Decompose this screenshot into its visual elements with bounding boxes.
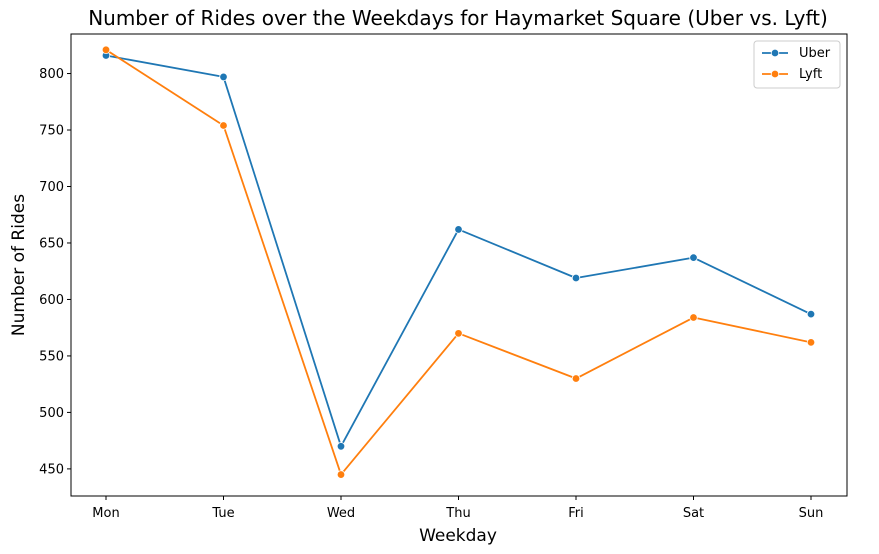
data-point-lyft [101, 45, 111, 55]
data-point-uber [806, 309, 816, 319]
legend: Uber Lyft [753, 40, 841, 89]
y-axis: 450 500 550 600 650 700 750 800 [39, 67, 71, 477]
x-tick-label: Fri [568, 506, 584, 521]
data-point-lyft [336, 470, 346, 479]
x-tick-label: Mon [92, 506, 119, 521]
y-tick-label: 800 [39, 67, 64, 82]
x-axis: Mon Tue Wed Thu Fri Sat Sun [92, 496, 823, 521]
x-tick-label: Wed [327, 506, 355, 521]
y-tick-label: 550 [39, 349, 64, 364]
data-point-uber [689, 253, 698, 262]
data-point-lyft [806, 338, 816, 347]
legend-lyft-marker [770, 69, 780, 79]
legend-uber-label: Uber [799, 46, 831, 61]
y-tick-label: 450 [39, 462, 64, 477]
data-point-uber [336, 442, 346, 451]
legend-lyft-label: Lyft [799, 67, 822, 82]
legend-uber-marker [770, 48, 780, 58]
y-axis-label: Number of Rides [9, 194, 29, 336]
y-tick-label: 600 [39, 293, 64, 308]
series-lyft [101, 45, 816, 479]
x-tick-label: Tue [211, 506, 234, 521]
series-line-uber [105, 54, 812, 448]
series-uber [101, 51, 816, 451]
x-tick-label: Thu [445, 506, 470, 521]
data-point-lyft [219, 121, 228, 130]
data-point-lyft [454, 329, 463, 338]
data-point-uber [219, 72, 228, 82]
x-axis-label: Weekday [419, 526, 497, 546]
data-point-uber [454, 225, 463, 234]
data-point-lyft [689, 313, 698, 322]
y-tick-label: 700 [39, 180, 64, 195]
y-tick-label: 500 [39, 406, 64, 421]
chart-title: Number of Rides over the Weekdays for Ha… [88, 6, 828, 30]
x-tick-label: Sun [799, 506, 824, 521]
data-point-lyft [571, 374, 581, 383]
data-point-uber [571, 273, 581, 283]
y-tick-label: 750 [39, 124, 64, 139]
x-tick-label: Sat [683, 506, 704, 521]
series-line-lyft [105, 48, 812, 476]
y-tick-label: 650 [39, 236, 64, 251]
series-layer [101, 45, 816, 479]
